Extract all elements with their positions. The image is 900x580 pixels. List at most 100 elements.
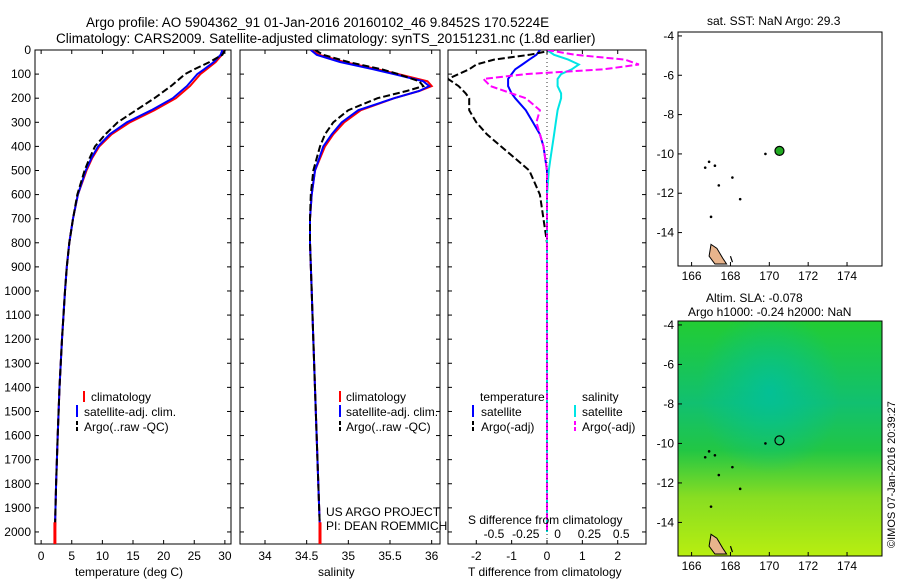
map-y-tick-label: -14	[657, 226, 675, 240]
y-tick-label: 1100	[5, 308, 31, 322]
salinity-axes	[239, 49, 441, 545]
y-tick-label: 2000	[4, 525, 31, 539]
map-x-tick-label: 172	[798, 269, 818, 283]
y-tick-label: 500	[11, 163, 31, 177]
island	[707, 160, 711, 164]
temperature-xlabel: temperature (deg C)	[75, 565, 183, 579]
y-tick-label: 400	[11, 139, 31, 153]
x-tick-label-top: -0.25	[512, 527, 540, 541]
map-x-tick-label: 174	[837, 559, 857, 573]
sst-map-content: 166 168 170 172 174 -4 -6 -8 -10 -12 -14	[657, 29, 858, 283]
map-y-tick-label: -4	[663, 318, 674, 332]
legend-argo: Argo(..raw -QC)	[346, 420, 431, 434]
x-tick-label: 5	[68, 549, 75, 563]
difference-legend: temperature salinity satellite Argo(-adj…	[472, 390, 635, 434]
island	[713, 164, 717, 168]
y-tick-label: 1000	[4, 284, 31, 298]
island	[764, 442, 767, 445]
x-axes-ticks: 0 5 10 15 20 25 30 34 34.5 35 35.5 36 -2 -1 0 1 2 -0.5 -0.…	[38, 50, 630, 563]
sla-map-field-overlay	[678, 321, 882, 556]
y-tick-label: 800	[11, 236, 31, 250]
imos-credit: ©IMOS 07-Jan-2016 20:39:27	[886, 401, 898, 548]
map-y-tick-label: -8	[663, 397, 674, 411]
island	[717, 473, 721, 477]
legend-sal-satellite: satellite	[582, 405, 623, 419]
sst-map-title: sat. SST: NaN Argo: 29.3	[707, 14, 841, 28]
island-outline	[729, 255, 734, 263]
landmass	[708, 533, 728, 555]
map-x-tick-label: 168	[720, 269, 740, 283]
x-tick-label: -1	[506, 549, 517, 563]
y-tick-label: 700	[11, 212, 31, 226]
island	[713, 453, 717, 457]
map-y-tick-label: -12	[657, 476, 675, 490]
salinity-lines	[309, 50, 434, 544]
series-salinity-satellite	[546, 50, 581, 532]
map-x-tick-label: 166	[682, 559, 702, 573]
y-tick-label: 300	[11, 115, 31, 129]
y-tick-label: 1600	[4, 429, 31, 443]
sla-map-axes	[677, 320, 883, 557]
y-tick-label: 1500	[4, 404, 31, 418]
sla-map-title-line2: Argo h1000: -0.24 h2000: NaN	[688, 305, 851, 319]
x-tick-label-top: 0.5	[613, 527, 630, 541]
legend-satellite: satellite-adj. clim.	[84, 405, 176, 419]
island	[731, 176, 734, 179]
map-y-tick-label: -6	[663, 68, 674, 82]
series-satellite-adj-clim-	[309, 50, 432, 533]
x-tick-label-top: 0	[554, 527, 561, 541]
legend-sal-argo: Argo(-adj)	[582, 420, 635, 434]
y-tick-label: 600	[11, 188, 31, 202]
x-tick-label: 15	[126, 549, 140, 563]
series-satellite-adj-clim-	[53, 50, 224, 533]
header-line1: Argo profile: AO 5904362_91 01-Jan-2016 …	[86, 15, 549, 30]
difference-xlabel-top: S difference from climatology	[468, 513, 623, 527]
map-x-tick-label: 166	[682, 269, 702, 283]
legend-satellite: satellite-adj. clim.	[346, 405, 438, 419]
map-y-tick-label: -12	[657, 186, 675, 200]
y-tick-label: 1200	[4, 332, 31, 346]
map-y-tick-label: -6	[663, 357, 674, 371]
series-climatology	[309, 50, 434, 533]
series-argo-raw-qc-	[309, 50, 426, 533]
x-tick-label: 20	[157, 549, 171, 563]
map-x-tick-label: 170	[759, 559, 779, 573]
x-tick-label-top: -0.5	[484, 527, 505, 541]
x-tick-label: 1	[579, 549, 586, 563]
x-tick-label: 25	[188, 549, 202, 563]
salinity-legend: climatology satellite-adj. clim. Argo(..…	[326, 390, 447, 533]
x-tick-label: 35	[342, 549, 356, 563]
temperature-lines	[53, 50, 226, 544]
island	[738, 487, 742, 491]
y-tick-label: 1400	[4, 380, 31, 394]
y-tick-label: 1700	[4, 453, 31, 467]
map-y-tick-label: -10	[657, 436, 675, 450]
x-tick-label-top: 0.25	[578, 527, 602, 541]
island	[703, 455, 707, 459]
series-temperature-satellite	[507, 50, 548, 532]
y-tick-label: 1800	[4, 477, 31, 491]
temperature-legend: climatology satellite-adj. clim. Argo(..…	[76, 390, 176, 434]
x-tick-label: 34.5	[295, 549, 319, 563]
legend-salinity-title: salinity	[582, 390, 619, 404]
map-x-tick-label: 174	[837, 269, 857, 283]
x-tick-label: 36	[425, 549, 439, 563]
island	[764, 152, 767, 156]
y-tick-label: 0	[24, 43, 31, 57]
island	[709, 505, 713, 508]
map-y-tick-label: -8	[663, 108, 674, 122]
legend-temperature-title: temperature	[480, 390, 545, 404]
y-tick-label: 100	[11, 67, 31, 81]
salinity-xlabel: salinity	[318, 565, 355, 579]
x-tick-label: 0	[38, 549, 45, 563]
x-tick-label: 30	[218, 549, 232, 563]
island	[703, 166, 707, 169]
header-line2: Climatology: CARS2009. Satellite-adjuste…	[56, 31, 596, 46]
x-tick-label: 10	[96, 549, 110, 563]
x-tick-label: 0	[544, 549, 551, 563]
legend-climatology: climatology	[346, 390, 406, 404]
legend-temp-argo: Argo(-adj)	[481, 420, 534, 434]
series-argo-raw-qc-	[53, 50, 226, 533]
island-outline	[729, 545, 734, 553]
